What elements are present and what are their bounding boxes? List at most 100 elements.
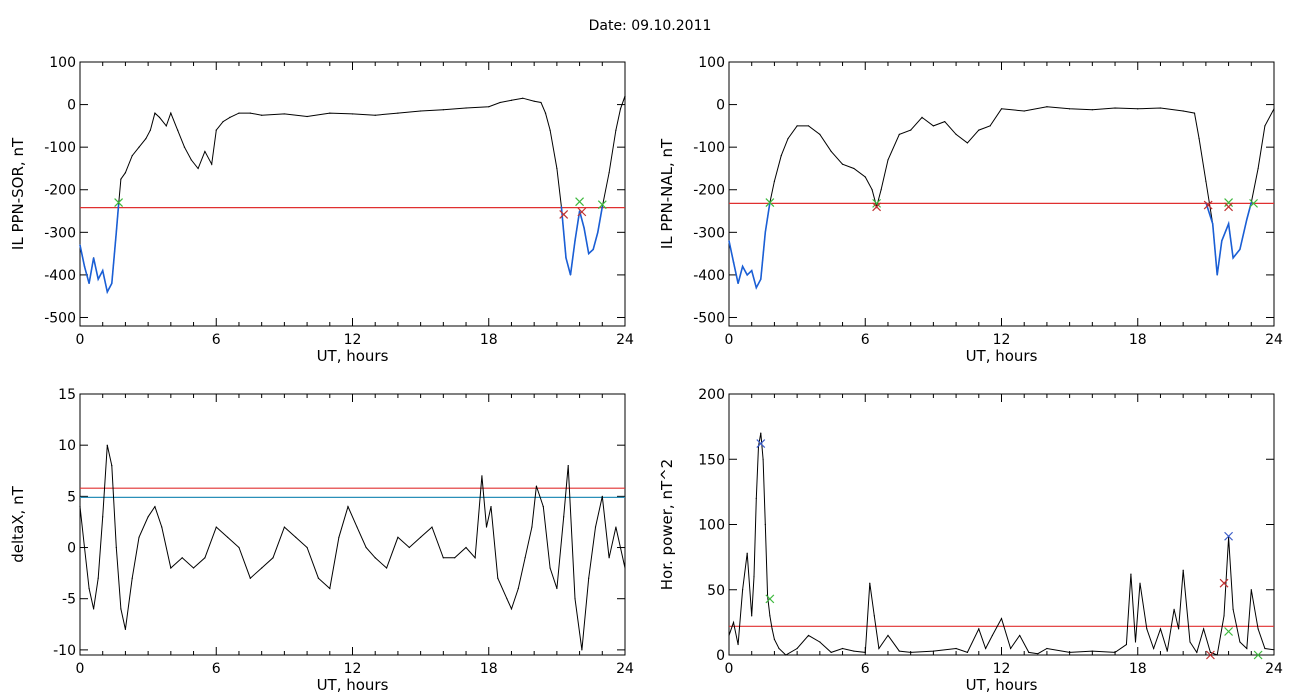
data-point [819,133,821,135]
event-marker [1249,198,1258,208]
y-tick-label: 0 [716,98,725,114]
series-line [560,206,604,276]
data-point [732,621,735,623]
data-point [1232,608,1234,610]
x-tick-label: 18 [480,661,498,677]
series-line [1205,202,1253,276]
data-point [864,651,866,653]
x-tick-label: 24 [616,661,634,677]
data-point [594,526,597,528]
data-point [120,178,122,180]
data-point [1250,589,1252,591]
data-point [762,458,764,460]
event-marker-stroke [575,197,585,207]
data-point [79,505,81,508]
data-point [102,516,104,518]
data-point [955,647,957,650]
x-tick-label: 12 [344,661,362,677]
data-point [780,155,782,157]
data-point [565,257,567,259]
event-marker [872,202,882,212]
data-point [807,125,810,127]
data-point [1173,608,1175,610]
data-point [771,628,773,630]
data-point [955,133,957,135]
x-tick-label: 12 [993,332,1011,348]
data-point [283,113,285,115]
data-point [807,634,810,637]
data-point [549,129,551,131]
data-point [1137,108,1139,110]
data-point [556,587,558,590]
data-point [238,546,240,549]
data-point [1046,106,1048,108]
data-point [374,114,376,116]
data-point [841,163,844,165]
data-point [608,557,610,559]
data-point [147,516,149,518]
y-tick-label: -100 [44,140,76,156]
data-point [365,546,367,549]
data-point [93,608,95,610]
data-point [1182,569,1184,571]
data-point [118,204,120,206]
data-point [1216,654,1218,656]
data-point [608,172,610,174]
data-point [737,643,739,646]
data-point [1257,628,1259,630]
data-point [760,278,762,280]
data-point [755,287,757,289]
event-marker-stroke [577,207,587,217]
data-point [1232,257,1234,259]
y-tick-label: -500 [44,310,76,326]
data-point [864,176,866,178]
data-point [796,647,798,650]
data-point [497,577,499,579]
data-point [1178,628,1180,630]
event-marker [1224,202,1234,212]
event-marker-stroke [872,202,882,212]
y-tick-label: -500 [693,310,725,326]
data-point [1239,641,1241,643]
y-tick-label: -10 [53,643,76,659]
event-marker-stroke [1224,198,1234,207]
event-marker [1253,650,1263,660]
data-point [898,133,900,135]
data-point [499,101,501,104]
data-point [556,167,558,170]
data-point [755,497,757,499]
chart-panel-2: 0 6 12 18 24 100 0 -100 -200 -300 -400 -500 UT, hour… [658,55,1283,365]
data-point [138,146,140,148]
x-tick-label: 6 [212,661,221,677]
data-point [978,129,980,131]
y-axis-label: deltaX, nT [9,485,27,562]
data-point [88,587,90,590]
event-marker-stroke [1253,650,1263,660]
data-point [764,231,766,233]
data-point [283,526,285,528]
data-point [517,587,519,590]
data-point [524,557,526,559]
y-tick-label: -300 [693,225,725,241]
data-point [1257,167,1259,170]
data-point [131,577,133,579]
data-point [615,526,617,528]
event-marker-stroke [1249,198,1258,208]
data-point [773,180,776,182]
data-point [1069,108,1071,110]
data-point [560,206,563,208]
y-tick-label: 15 [58,387,76,403]
data-point [753,576,755,578]
event-marker-stroke [872,198,882,208]
data-point [329,587,331,590]
data-point [878,647,880,650]
data-point [124,628,127,631]
data-point [485,526,488,528]
event-marker-stroke [1203,200,1213,210]
y-axis-label: Hor. power, nT^2 [658,459,676,590]
event-marker [1219,578,1229,588]
data-point [1246,218,1248,221]
data-point [1205,180,1207,182]
data-point [746,552,748,554]
